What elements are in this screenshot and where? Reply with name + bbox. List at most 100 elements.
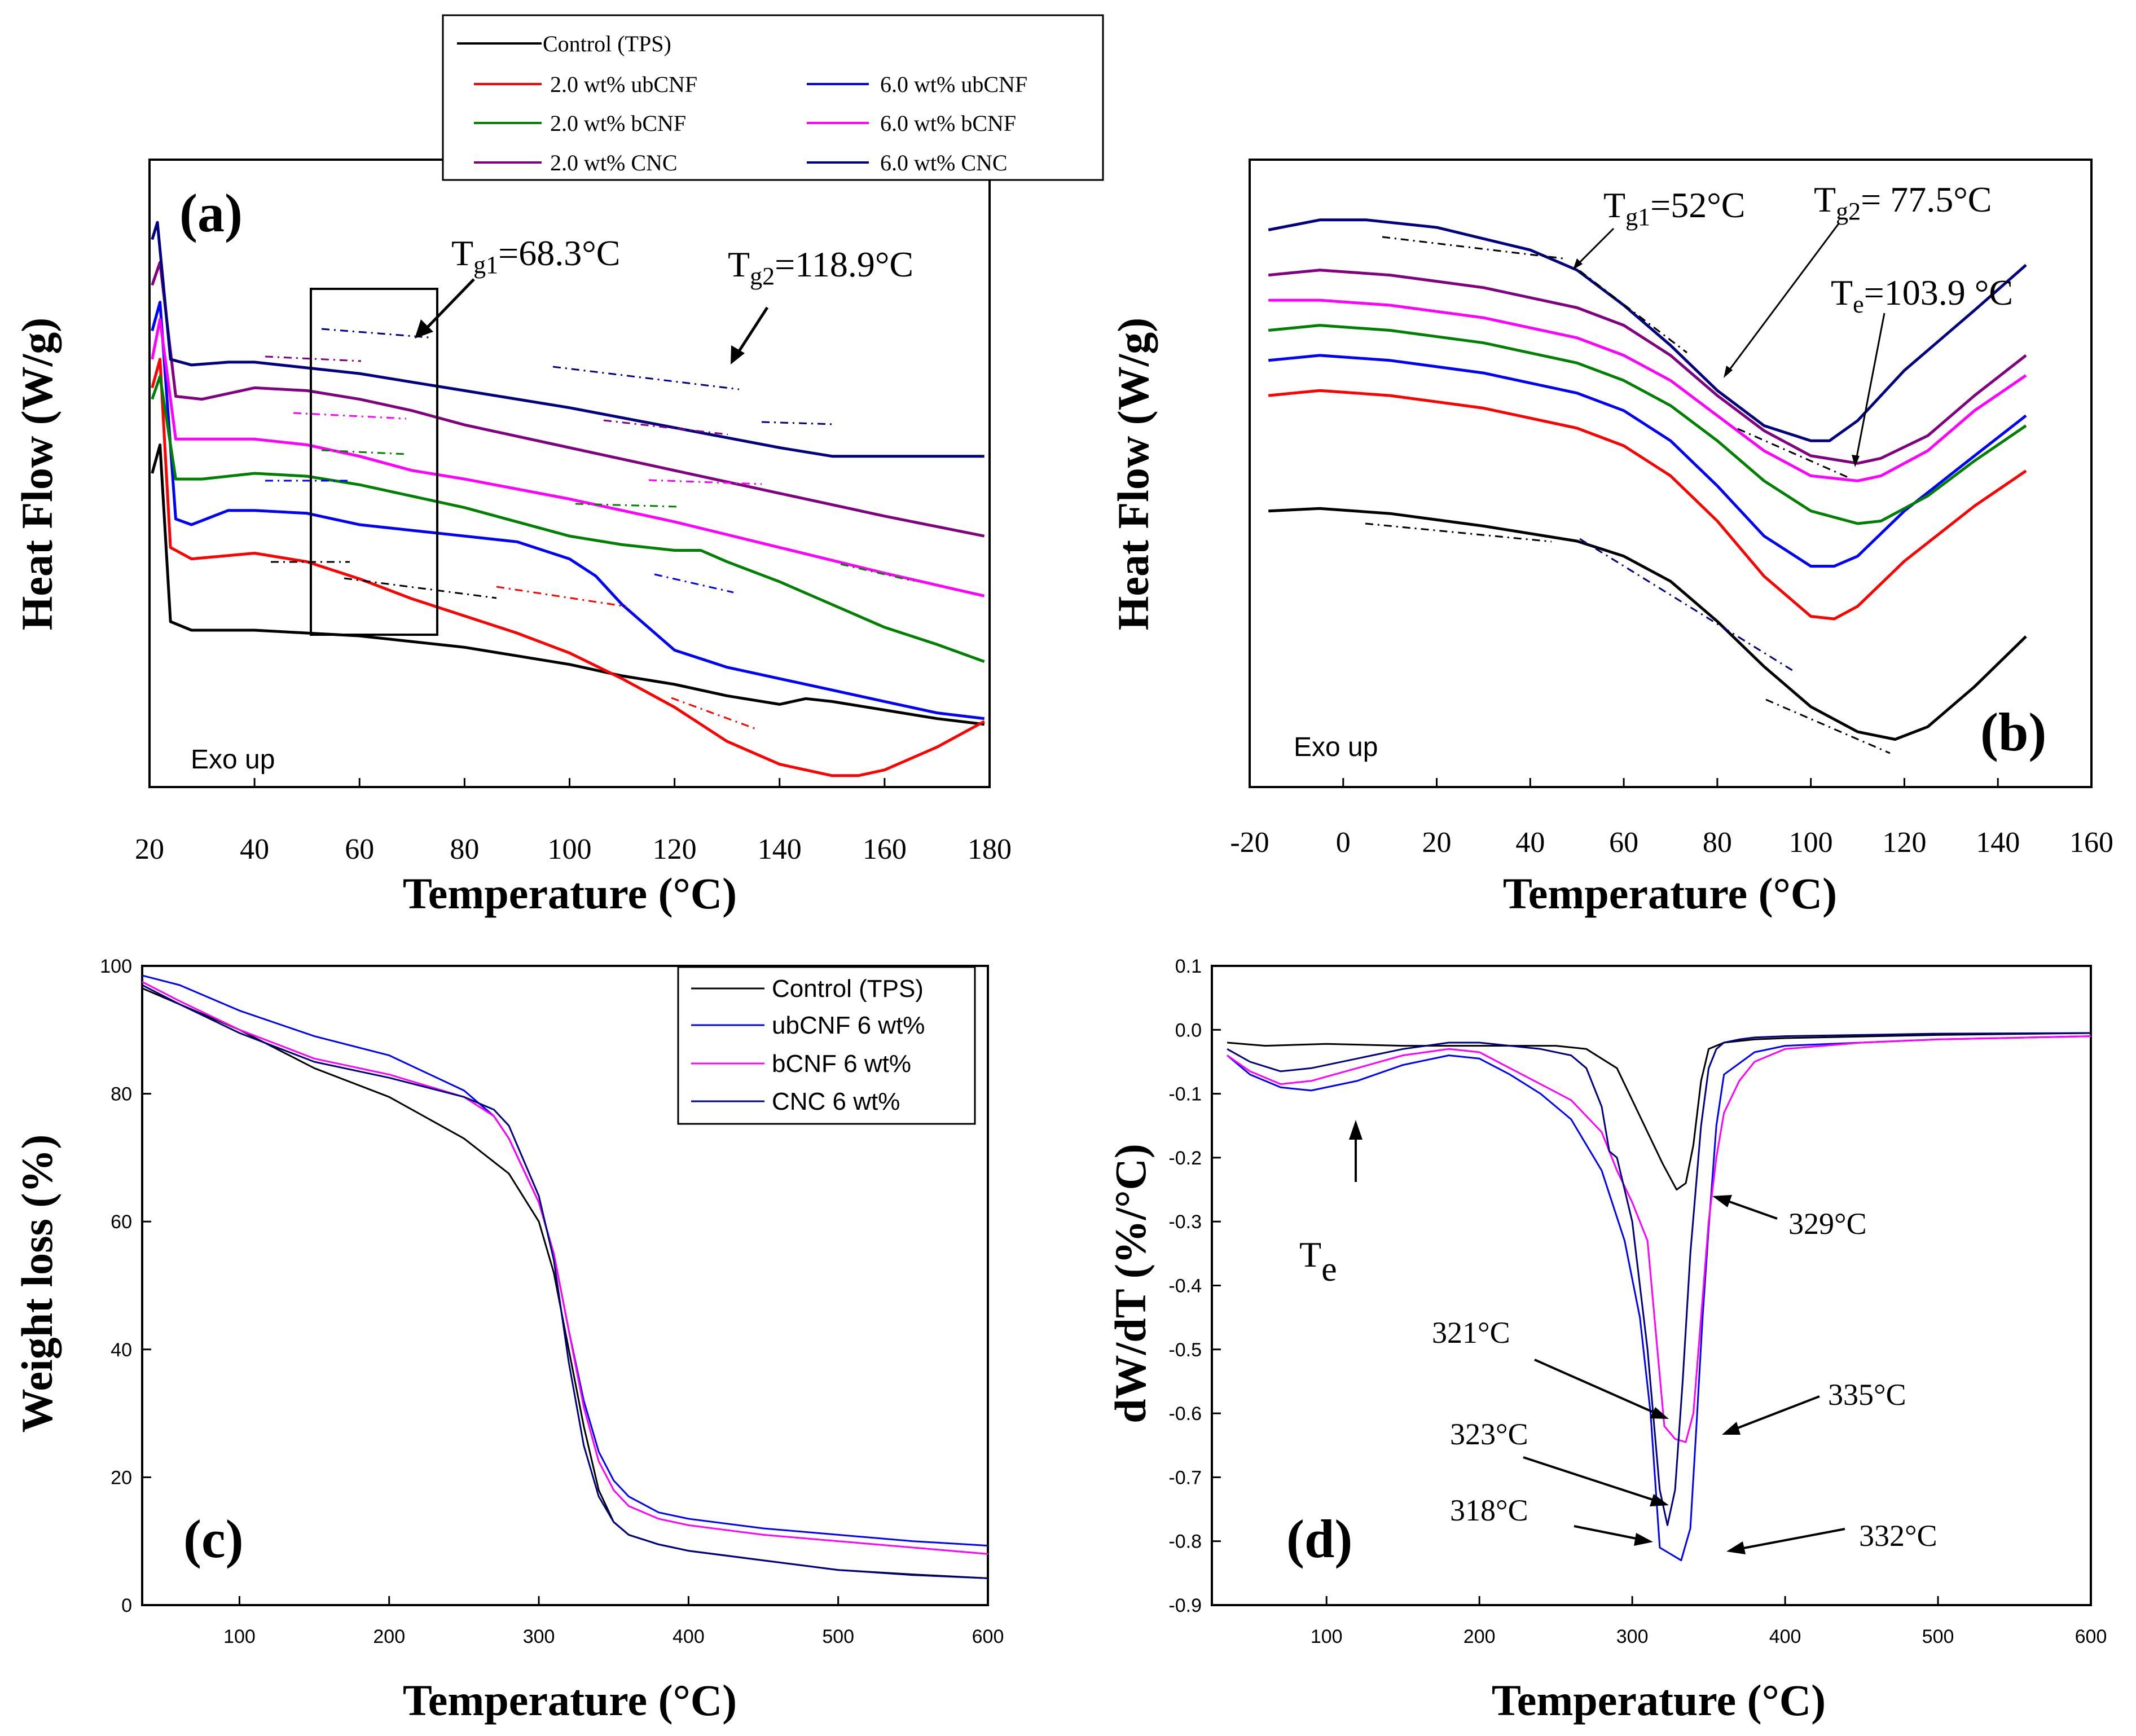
- x-tick-label-d-5: 600: [2075, 1626, 2107, 1647]
- plot-frame-b: [1249, 159, 2093, 788]
- legend-box-c: [677, 966, 976, 1125]
- y-tick-label-c-0: 0: [121, 1595, 132, 1616]
- x-tick-label-a-1: 40: [240, 833, 269, 865]
- panel-c: 100 200 300 400 500 600 0 20 40 60 80 100 (c) Tempe…: [12, 956, 1004, 1725]
- tg1-annotation-a: Tg1=68.3°C: [451, 233, 620, 279]
- peak-318-arrowhead: [1634, 1533, 1653, 1546]
- series-line-a-6: [151, 221, 985, 458]
- legend-entry-c-control: Control (TPS): [772, 975, 924, 1003]
- peak-323-label: 323°C: [1450, 1417, 1528, 1451]
- series-line-a-3: [151, 375, 985, 663]
- y-tick-label-d-2: -0.1: [1168, 1084, 1202, 1105]
- y-axis-label-d: dW/dT (%/°C): [1106, 1144, 1155, 1423]
- y-axis-label-c: Weight loss (%): [12, 1135, 61, 1433]
- peak-335-arrow: [1734, 1395, 1820, 1430]
- x-tick-label-d-1: 200: [1463, 1626, 1496, 1647]
- y-tick-label-d-1: 0.0: [1175, 1019, 1202, 1041]
- tg2-arrowhead-b: [1724, 366, 1733, 378]
- tg1-annotation-b: Tg1=52°C: [1603, 185, 1745, 231]
- legend-c: Control (TPS) ubCNF 6 wt% bCNF 6 wt% CNC…: [677, 966, 976, 1125]
- series-line-b-3: [1268, 324, 2027, 525]
- x-tick-label-d-2: 300: [1616, 1626, 1649, 1647]
- peak-332-arrow: [1740, 1528, 1845, 1550]
- legend-entry-ubcnf-6: 6.0 wt% ubCNF: [880, 72, 1027, 97]
- series-lines-b: [1268, 218, 2027, 741]
- x-tick-label-c-3: 400: [673, 1626, 705, 1647]
- x-tick-label-b-6: 100: [1789, 827, 1833, 859]
- exo-up-label-b: Exo up: [1294, 732, 1378, 762]
- legend-box-a: [442, 14, 1104, 181]
- series-line-c-3: [142, 984, 988, 1579]
- te-annotation-b: Te=103.9 °C: [1831, 273, 2013, 318]
- te-annotation-d: Te: [1299, 1234, 1337, 1289]
- x-tick-label-c-2: 300: [523, 1626, 555, 1647]
- series-lines-d: [1227, 1032, 2091, 1562]
- tg1-arrowhead-b: [1573, 258, 1583, 270]
- series-line-a-0: [151, 443, 985, 726]
- tg2-arrowhead-a: [731, 345, 745, 364]
- x-ticks-b: -20 0 20 40 60 80 100 120 140 160: [1230, 778, 2113, 859]
- y-tick-label-c-5: 100: [100, 956, 132, 977]
- series-line-d-2: [1227, 1035, 2091, 1443]
- series-line-b-0: [1268, 507, 2027, 741]
- x-tick-label-b-3: 40: [1515, 827, 1545, 859]
- x-tick-label-b-2: 20: [1422, 827, 1452, 859]
- y-axis-label-b: Heat Flow (W/g): [1109, 318, 1158, 631]
- plot-frame-c: [141, 965, 989, 1606]
- tg1-highlight-box: [310, 288, 438, 636]
- y-tick-label-d-4: -0.3: [1168, 1211, 1202, 1233]
- panel-label-c: (c): [183, 1509, 244, 1569]
- x-tick-label-b-7: 120: [1882, 827, 1926, 859]
- legend-entry-bcnf-6: 6.0 wt% bCNF: [880, 111, 1016, 136]
- tangent-lines-b: [1365, 236, 1891, 754]
- x-tick-label-d-3: 400: [1769, 1626, 1801, 1647]
- exo-up-label-a: Exo up: [191, 745, 275, 775]
- legend-entry-cnc-6: 6.0 wt% CNC: [880, 150, 1008, 175]
- y-tick-label-d-5: -0.4: [1168, 1276, 1202, 1297]
- te-arrow-b: [1855, 313, 1886, 460]
- y-tick-label-c-1: 20: [111, 1467, 132, 1488]
- y-tick-label-d-3: -0.2: [1168, 1148, 1202, 1169]
- peak-323-arrowhead: [1650, 1494, 1669, 1506]
- x-tick-label-b-5: 80: [1703, 827, 1732, 859]
- series-line-b-2: [1268, 354, 2027, 568]
- series-line-a-2: [151, 301, 985, 720]
- series-lines-a: [151, 221, 985, 777]
- peak-323-arrow: [1523, 1456, 1656, 1502]
- series-line-d-1: [1227, 1035, 2091, 1562]
- x-tick-label-b-4: 60: [1609, 827, 1638, 859]
- x-axis-label-b: Temperature (°C): [1503, 869, 1837, 918]
- peak-332-arrowhead: [1726, 1541, 1746, 1554]
- axis-ticks-c: 100 200 300 400 500 600 0 20 40 60 80 100: [100, 956, 1004, 1647]
- series-line-a-1: [151, 358, 985, 777]
- te-arrowhead-b: [1852, 455, 1860, 467]
- axis-ticks-d: 100 200 300 400 500 600 0.1 0.0 -0.1 -0.2 -0.3 -0.4…: [1168, 956, 2107, 1647]
- legend-entry-c-bcnf: bCNF 6 wt%: [772, 1050, 911, 1078]
- y-tick-label-c-2: 40: [111, 1339, 132, 1361]
- peak-321-arrowhead: [1650, 1407, 1669, 1419]
- series-lines-c: [142, 974, 988, 1579]
- series-line-d-3: [1227, 1032, 2091, 1526]
- panel-b: -20 0 20 40 60 80 100 120 140 160 (b) Exo up Tg1=…: [1109, 159, 2113, 918]
- x-tick-label-c-5: 600: [972, 1626, 1004, 1647]
- tg2-arrow-b: [1726, 222, 1840, 373]
- peak-335-label: 335°C: [1828, 1378, 1906, 1412]
- legend-entry-c-cnc: CNC 6 wt%: [772, 1088, 900, 1115]
- series-line-a-5: [151, 261, 985, 538]
- x-tick-label-c-0: 100: [223, 1626, 256, 1647]
- peak-332-label: 332°C: [1859, 1519, 1937, 1553]
- panel-a: 20 40 60 80 100 120 140 160 180 (a) Exo up Tg1=6…: [12, 14, 1104, 918]
- tg2-annotation-a: Tg2=118.9°C: [728, 244, 913, 290]
- legend-entry-control: Control (TPS): [543, 31, 671, 56]
- panel-label-a: (a): [179, 183, 243, 243]
- y-tick-label-d-8: -0.7: [1168, 1467, 1202, 1488]
- x-tick-label-a-8: 180: [968, 833, 1012, 865]
- peak-321-label: 321°C: [1432, 1316, 1510, 1350]
- x-tick-label-b-8: 140: [1976, 827, 2020, 859]
- x-tick-label-a-5: 120: [653, 833, 697, 865]
- series-line-c-2: [142, 981, 988, 1555]
- x-tick-label-c-1: 200: [373, 1626, 405, 1647]
- peak-321-arrow: [1534, 1359, 1656, 1414]
- x-tick-label-a-6: 140: [758, 833, 802, 865]
- legend-a: Control (TPS) 2.0 wt% ubCNF 6.0 wt% ubCN…: [442, 14, 1104, 181]
